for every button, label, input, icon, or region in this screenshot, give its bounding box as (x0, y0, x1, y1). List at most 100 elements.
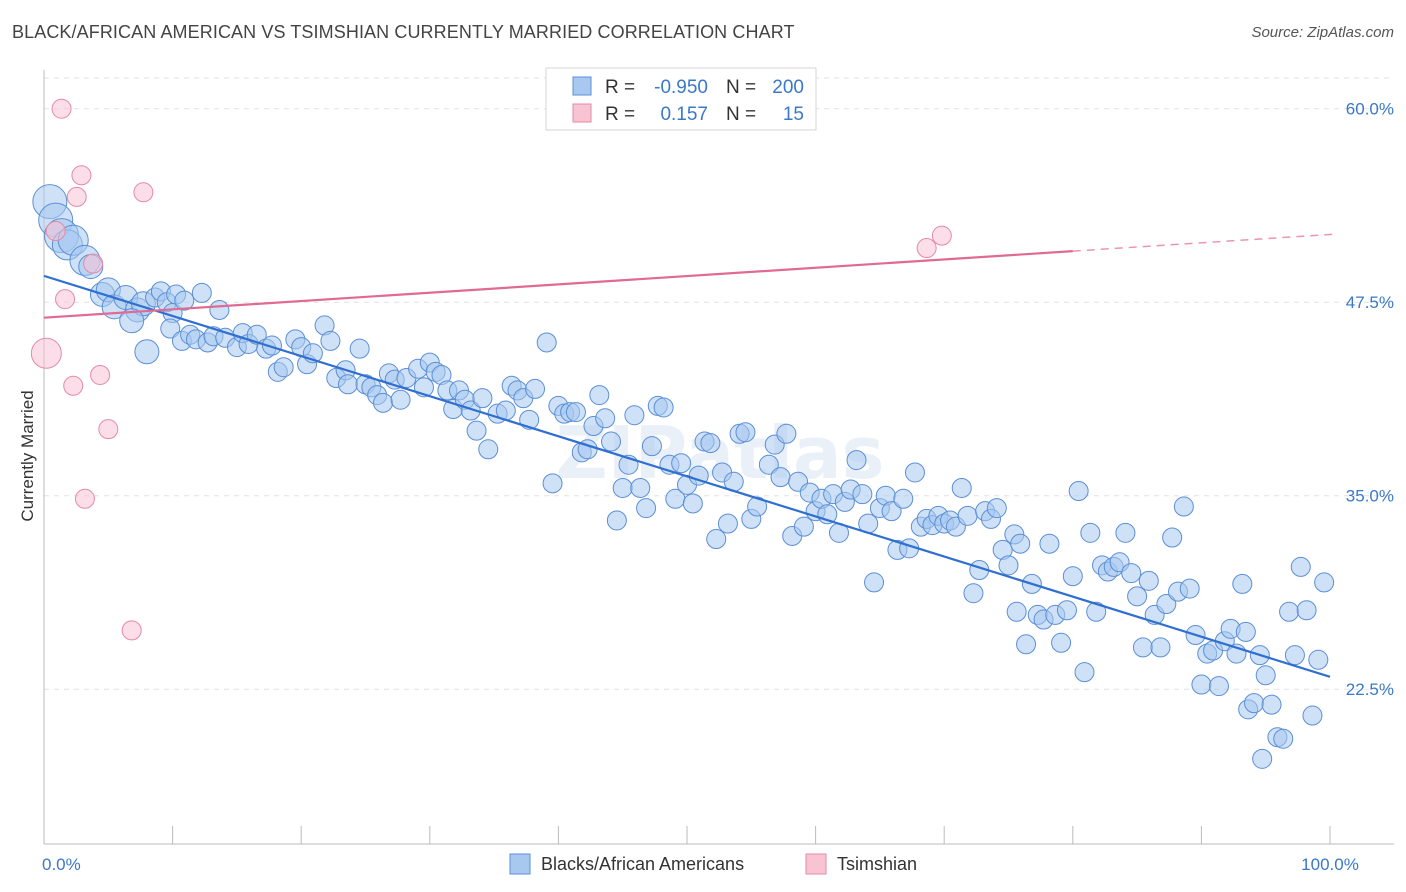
data-point-blue (747, 496, 768, 517)
legend-n-label-2: N = (726, 104, 756, 125)
data-point-blue (119, 308, 145, 334)
data-point-blue (1121, 563, 1142, 584)
data-point-blue (1302, 705, 1323, 726)
data-point-pink (98, 419, 119, 440)
data-point-blue (246, 324, 267, 345)
trend-line-blue (43, 274, 1331, 678)
data-point-blue (612, 477, 633, 498)
data-point-blue (1062, 566, 1083, 587)
data-point-pink (916, 238, 937, 259)
data-point-pink (55, 289, 76, 310)
data-point-blue (1296, 600, 1317, 621)
data-point-blue (1039, 533, 1060, 554)
data-point-blue (653, 397, 674, 418)
data-point-blue (337, 374, 358, 395)
legend-r-label-2: R = (605, 104, 635, 125)
data-point-pink (45, 220, 66, 241)
data-point-blue (536, 332, 557, 353)
data-point-blue (1010, 533, 1031, 554)
y-tick-label: 60.0% (1346, 100, 1394, 119)
data-point-blue (1115, 522, 1136, 543)
data-point-blue (682, 493, 703, 514)
legend-n-value-2: 15 (783, 104, 804, 125)
data-point-blue (542, 473, 563, 494)
data-point-blue (1308, 649, 1329, 670)
data-point-blue (1138, 570, 1159, 591)
data-point-blue (1173, 496, 1194, 517)
data-point-blue (1016, 634, 1037, 655)
data-point-blue (881, 501, 902, 522)
data-point-blue (1252, 748, 1273, 769)
data-point-pink (931, 225, 952, 246)
bottom-legend-label-blue: Blacks/African Americans (541, 854, 744, 874)
data-point-pink (66, 186, 87, 207)
data-point-pink (74, 488, 95, 509)
data-point-blue (1006, 601, 1027, 622)
bottom-legend-swatch-pink (805, 853, 827, 875)
data-point-blue (1191, 674, 1212, 695)
data-point-blue (174, 290, 195, 311)
data-point-blue (565, 402, 586, 423)
source-label: Source: ZipAtlas.com (1251, 24, 1394, 41)
data-point-blue (986, 498, 1007, 519)
data-point-blue (1290, 556, 1311, 577)
data-point-blue (1284, 645, 1305, 666)
data-point-blue (957, 505, 978, 526)
data-point-blue (700, 433, 721, 454)
data-point-blue (864, 572, 885, 593)
y-axis-tick-labels: 22.5% 35.0% 47.5% 60.0% (1346, 100, 1394, 700)
data-point-blue (770, 467, 791, 488)
data-point-blue (472, 388, 493, 409)
data-point-pink (63, 375, 84, 396)
data-point-blue (1261, 694, 1282, 715)
x-axis-ticks: 0.0% 100.0% (42, 826, 1359, 874)
data-point-blue (904, 462, 925, 483)
data-point-blue (1255, 665, 1276, 686)
data-point-blue (525, 378, 546, 399)
data-point-blue (1132, 637, 1153, 658)
bottom-legend-label-pink: Tsimshian (837, 854, 917, 874)
data-point-blue (893, 488, 914, 509)
legend-r-value-1: -0.950 (654, 77, 708, 98)
legend-swatch-pink (572, 103, 592, 123)
legend-box: R = -0.950 N = 200 R = 0.157 N = 15 (545, 67, 817, 131)
data-point-blue (1235, 621, 1256, 642)
data-point-blue (595, 408, 616, 429)
data-point-pink (133, 182, 154, 203)
legend-r-value-2: 0.157 (660, 104, 708, 125)
x-tick-label: 0.0% (42, 855, 81, 874)
data-point-blue (735, 422, 756, 443)
data-point-blue (852, 484, 873, 505)
data-point-blue (1051, 632, 1072, 653)
trend-line-pink-extension (1072, 233, 1337, 252)
y-tick-label: 35.0% (1346, 487, 1394, 506)
data-point-blue (460, 400, 481, 421)
legend-swatch-blue (572, 76, 592, 96)
data-point-blue (601, 431, 622, 452)
data-point-blue (706, 529, 727, 550)
data-point-blue (273, 357, 294, 378)
data-point-blue (1162, 527, 1183, 548)
data-point-blue (641, 436, 662, 457)
series-blacks-african-americans (32, 184, 1335, 769)
data-point-blue (1086, 601, 1107, 622)
data-point-blue (589, 385, 610, 406)
y-axis-label: Currently Married (18, 390, 37, 521)
data-point-blue (846, 450, 867, 471)
data-point-blue (671, 453, 692, 474)
data-point-blue (1156, 594, 1177, 615)
data-point-blue (717, 513, 738, 534)
data-point-blue (1179, 578, 1200, 599)
data-point-blue (963, 583, 984, 604)
legend-n-value-1: 200 (772, 77, 804, 98)
data-point-blue (160, 318, 181, 339)
data-point-blue (636, 498, 657, 519)
data-point-pink (90, 364, 111, 385)
x-tick-label: 100.0% (1301, 855, 1359, 874)
y-tick-label: 22.5% (1346, 680, 1394, 699)
data-point-pink (83, 253, 104, 274)
data-point-blue (466, 420, 487, 441)
data-point-blue (1150, 637, 1171, 658)
data-point-blue (998, 555, 1019, 576)
